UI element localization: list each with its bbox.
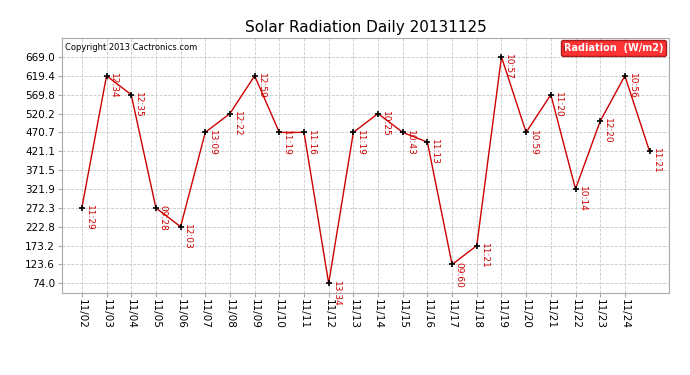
Text: 09:60: 09:60: [455, 262, 464, 288]
Text: 10:25: 10:25: [381, 111, 390, 136]
Text: 10:59: 10:59: [529, 130, 538, 156]
Text: 12:35: 12:35: [134, 92, 143, 118]
Legend: Radiation  (W/m2): Radiation (W/m2): [561, 40, 667, 56]
Text: 11:19: 11:19: [282, 130, 291, 156]
Text: 11:21: 11:21: [652, 148, 661, 174]
Text: 11:19: 11:19: [356, 130, 365, 156]
Text: 11:21: 11:21: [480, 243, 489, 268]
Text: 11:16: 11:16: [307, 130, 316, 156]
Text: 12:03: 12:03: [184, 224, 193, 250]
Text: 11:13: 11:13: [430, 140, 440, 165]
Title: Solar Radiation Daily 20131125: Solar Radiation Daily 20131125: [245, 20, 486, 35]
Text: 13:09: 13:09: [208, 130, 217, 156]
Text: 12:34: 12:34: [109, 73, 118, 99]
Text: 09:28: 09:28: [159, 205, 168, 231]
Text: 10:14: 10:14: [578, 186, 587, 212]
Text: 12:20: 12:20: [603, 118, 612, 144]
Text: 13:34: 13:34: [331, 280, 340, 306]
Text: 11:29: 11:29: [85, 205, 94, 231]
Text: 10:57: 10:57: [504, 54, 513, 80]
Text: 12:59: 12:59: [257, 73, 266, 99]
Text: 12:22: 12:22: [233, 111, 241, 136]
Text: Copyright 2013 Cactronics.com: Copyright 2013 Cactronics.com: [65, 43, 197, 52]
Text: 11:20: 11:20: [553, 92, 562, 118]
Text: 10:43: 10:43: [406, 130, 415, 155]
Text: 10:56: 10:56: [628, 73, 637, 99]
